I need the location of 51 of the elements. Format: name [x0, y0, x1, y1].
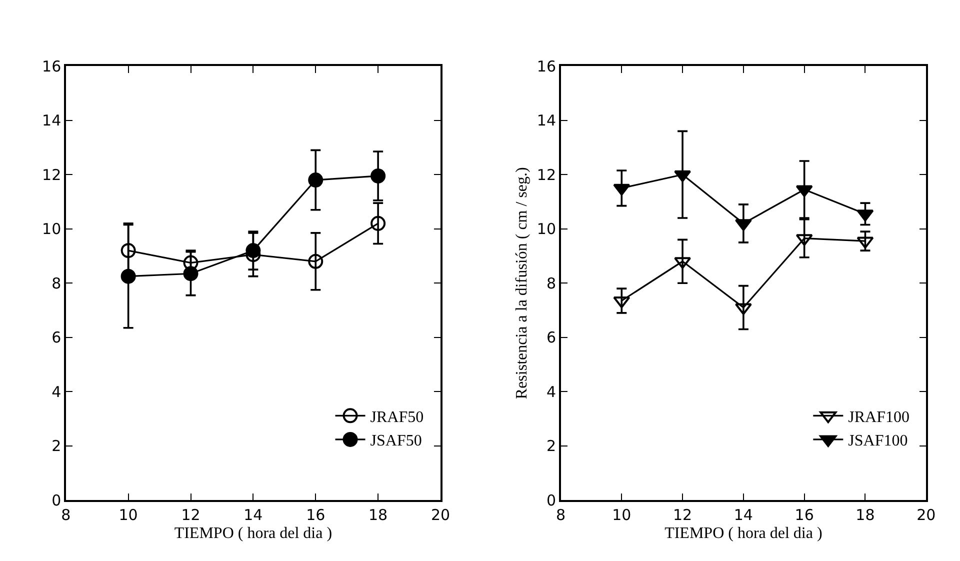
- x-tick-label: 20: [430, 506, 450, 524]
- legend-label: JRAF100: [848, 408, 910, 426]
- x-tick-label: 14: [244, 506, 263, 524]
- point: [183, 255, 198, 270]
- y-tick-label: 8: [546, 274, 556, 292]
- x-tick-label: 12: [672, 506, 692, 524]
- x-tick-label: 10: [612, 506, 632, 524]
- point: [370, 168, 386, 184]
- legend-label: JSAF50: [370, 432, 422, 450]
- point: [856, 236, 874, 249]
- x-tick-label: 14: [734, 506, 753, 524]
- x-tick-label: 18: [856, 506, 875, 524]
- y-tick-label: 12: [42, 166, 62, 184]
- legend-label: JSAF100: [848, 432, 908, 450]
- point: [246, 243, 261, 258]
- y-tick-label: 10: [42, 220, 62, 238]
- x-tick-label: 10: [118, 506, 138, 524]
- y-tick-label: 2: [52, 437, 62, 456]
- point: [370, 216, 386, 231]
- y-tick-label: 0: [52, 491, 62, 510]
- y-tick-label: 2: [546, 437, 556, 456]
- x-tick-label: 18: [368, 506, 388, 524]
- y-tick-label: 10: [536, 220, 556, 238]
- y-axis-title: Resistencia a la difusión ( cm / seg.): [513, 167, 530, 400]
- y-tick-label: 8: [52, 274, 62, 292]
- y-tick-label: 12: [536, 166, 556, 184]
- point: [796, 185, 813, 198]
- point: [308, 172, 324, 188]
- legend-label: JRAF50: [370, 408, 424, 426]
- x-tick-label: 16: [794, 506, 814, 524]
- point: [120, 243, 136, 258]
- point: [308, 254, 324, 269]
- y-tick-label: 14: [536, 112, 556, 130]
- point: [120, 268, 136, 284]
- point: [613, 184, 630, 196]
- x-tick-label: 16: [306, 506, 326, 524]
- y-tick-label: 14: [42, 112, 62, 130]
- x-axis-title: TIEMPO ( hora del dia ): [664, 525, 822, 542]
- y-tick-label: 4: [52, 382, 62, 401]
- y-tick-label: 16: [42, 57, 62, 76]
- y-tick-label: 4: [546, 382, 556, 401]
- y-tick-label: 6: [546, 328, 556, 347]
- point: [183, 266, 198, 282]
- x-tick-label: 12: [181, 506, 200, 524]
- point: [734, 303, 752, 316]
- y-tick-label: 6: [52, 328, 62, 347]
- y-tick-label: 0: [546, 491, 556, 510]
- y-tick-label: 16: [536, 57, 556, 76]
- x-axis-title: TIEMPO ( hora del dia ): [174, 525, 332, 542]
- x-tick-label: 20: [916, 506, 936, 524]
- point: [674, 170, 692, 182]
